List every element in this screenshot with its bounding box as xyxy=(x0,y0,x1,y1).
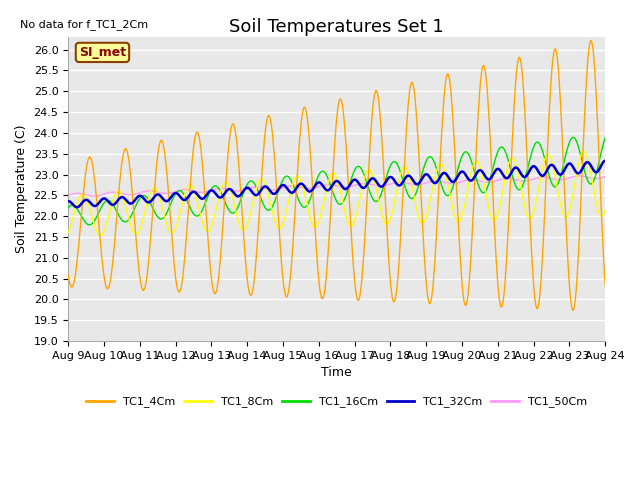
Text: No data for f_TC1_2Cm: No data for f_TC1_2Cm xyxy=(20,19,148,30)
Legend: TC1_4Cm, TC1_8Cm, TC1_16Cm, TC1_32Cm, TC1_50Cm: TC1_4Cm, TC1_8Cm, TC1_16Cm, TC1_32Cm, TC… xyxy=(82,392,591,412)
Y-axis label: Soil Temperature (C): Soil Temperature (C) xyxy=(15,125,28,253)
Text: SI_met: SI_met xyxy=(79,46,126,59)
Title: Soil Temperatures Set 1: Soil Temperatures Set 1 xyxy=(229,18,444,36)
X-axis label: Time: Time xyxy=(321,366,352,379)
